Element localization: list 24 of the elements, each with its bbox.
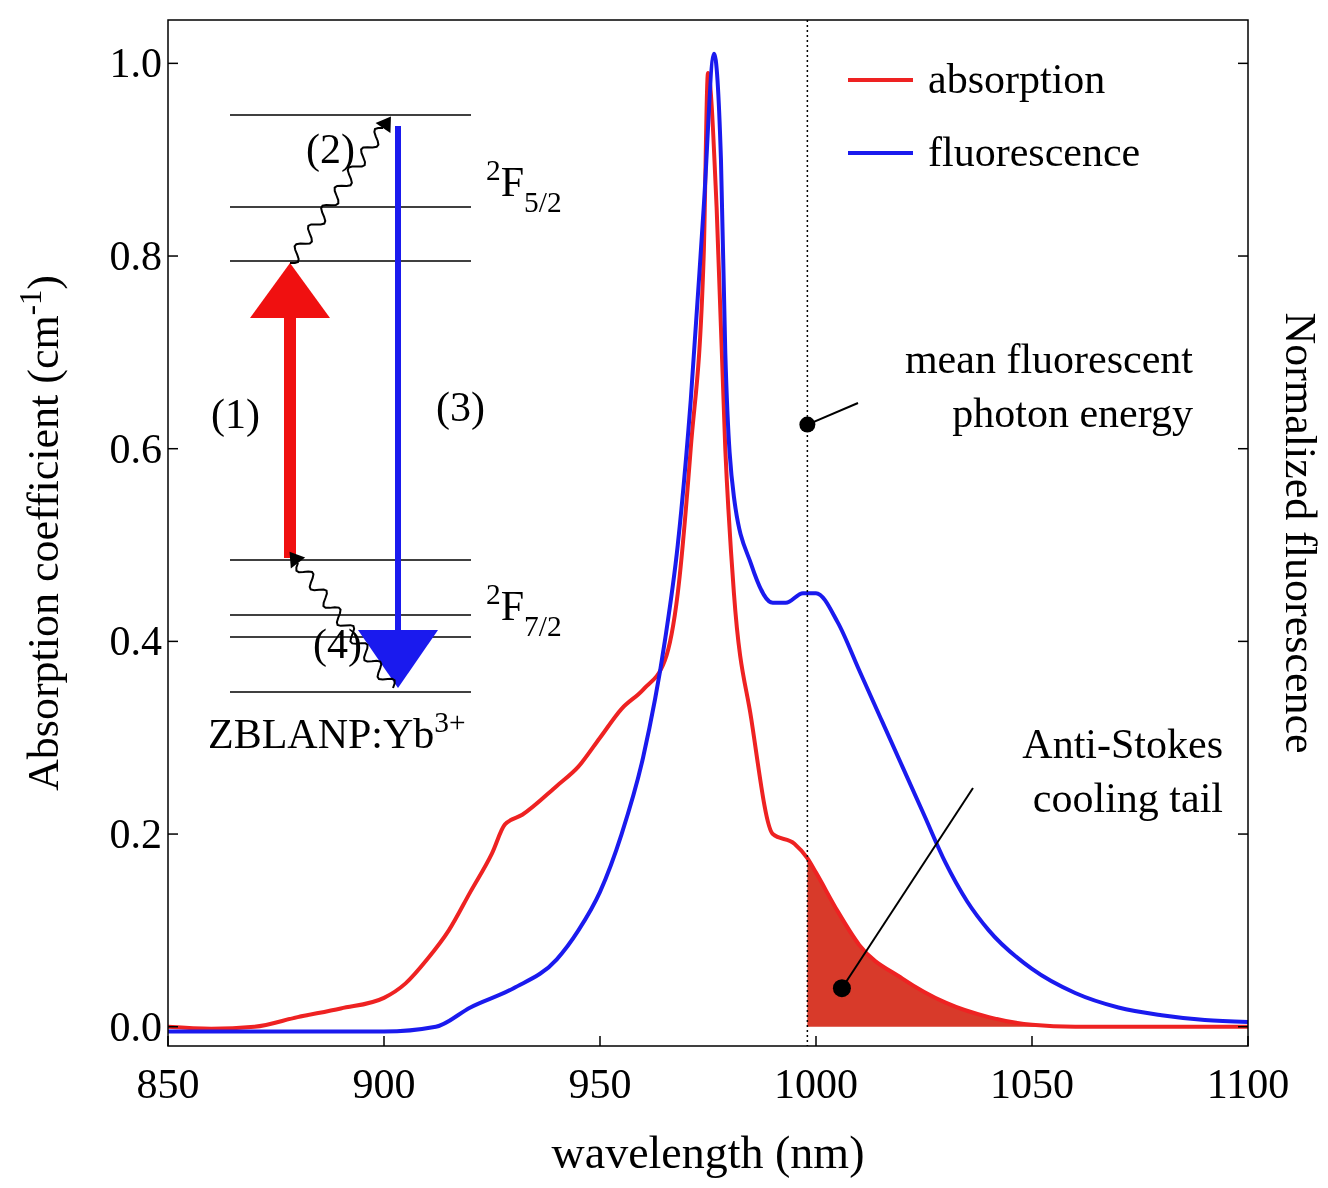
x-tick-label: 1050 xyxy=(990,1061,1074,1107)
y-tick-label: 0.2 xyxy=(109,811,162,858)
legend-label: fluorescence xyxy=(928,129,1141,175)
y2-axis-title: Normalized fluorescence xyxy=(1276,312,1325,754)
annotation: (3) xyxy=(436,384,485,431)
y-tick-label: 0.6 xyxy=(109,425,162,472)
y-tick-label: 0.0 xyxy=(109,1003,162,1050)
x-tick-label: 900 xyxy=(352,1061,416,1107)
ref-line-label: mean fluorescent photon energy xyxy=(904,336,1194,436)
legend-label: absorption xyxy=(928,56,1106,102)
y-tick-label: 1.0 xyxy=(109,40,162,87)
annotation: $^{2}$F$_{5/2}$ xyxy=(486,154,562,218)
annotation: ZBLANP:Yb$^{3+}$ xyxy=(208,706,466,757)
annotation: (2) xyxy=(306,126,355,173)
x-tick-label: 1100 xyxy=(1206,1061,1290,1107)
x-tick-label: 1000 xyxy=(774,1061,858,1107)
x-axis-title: wavelength (nm) xyxy=(551,1127,865,1178)
y-tick-label: 0.8 xyxy=(109,233,162,280)
x-tick-label: 850 xyxy=(136,1061,200,1107)
annotation: $^{2}$F$_{7/2}$ xyxy=(486,578,562,642)
annotation: Anti-Stokes cooling tail xyxy=(1022,721,1223,821)
x-tick-label: 950 xyxy=(568,1061,632,1107)
y-tick-label: 0.4 xyxy=(109,618,162,665)
annotation: (1) xyxy=(211,391,260,438)
